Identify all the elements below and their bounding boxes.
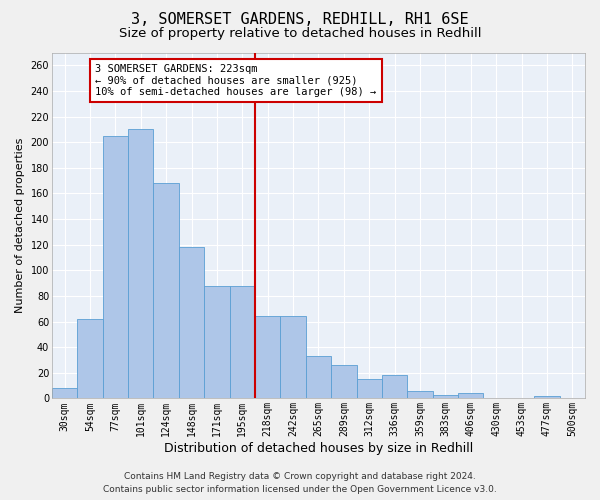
- Bar: [204, 286, 230, 399]
- Text: Size of property relative to detached houses in Redhill: Size of property relative to detached ho…: [119, 28, 481, 40]
- Bar: [433, 394, 458, 398]
- Bar: [534, 396, 560, 398]
- Bar: [255, 316, 280, 398]
- Bar: [230, 286, 255, 399]
- Text: 3 SOMERSET GARDENS: 223sqm
← 90% of detached houses are smaller (925)
10% of sem: 3 SOMERSET GARDENS: 223sqm ← 90% of deta…: [95, 64, 376, 97]
- Y-axis label: Number of detached properties: Number of detached properties: [15, 138, 25, 313]
- X-axis label: Distribution of detached houses by size in Redhill: Distribution of detached houses by size …: [164, 442, 473, 455]
- Text: 3, SOMERSET GARDENS, REDHILL, RH1 6SE: 3, SOMERSET GARDENS, REDHILL, RH1 6SE: [131, 12, 469, 28]
- Bar: [280, 316, 306, 398]
- Bar: [356, 379, 382, 398]
- Bar: [306, 356, 331, 399]
- Bar: [407, 390, 433, 398]
- Bar: [458, 394, 484, 398]
- Bar: [52, 388, 77, 398]
- Bar: [154, 183, 179, 398]
- Bar: [331, 365, 356, 398]
- Bar: [179, 247, 204, 398]
- Bar: [77, 319, 103, 398]
- Bar: [128, 130, 154, 398]
- Bar: [103, 136, 128, 398]
- Bar: [382, 376, 407, 398]
- Text: Contains HM Land Registry data © Crown copyright and database right 2024.
Contai: Contains HM Land Registry data © Crown c…: [103, 472, 497, 494]
